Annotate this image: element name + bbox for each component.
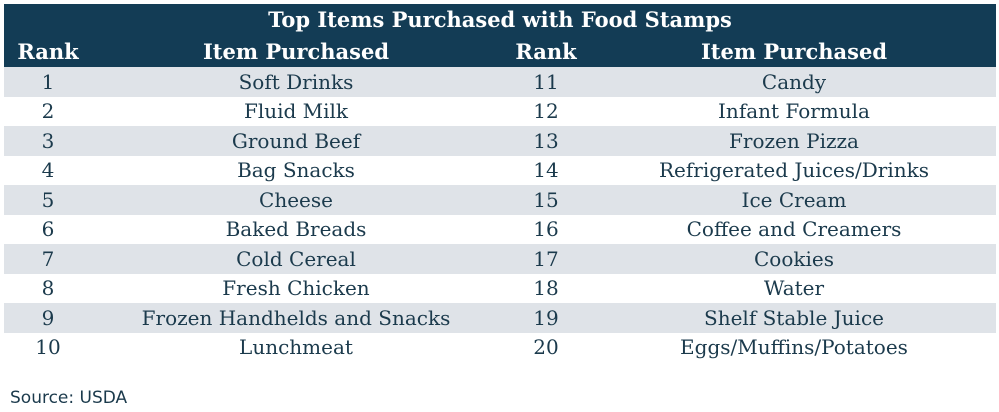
item-cell: Cheese <box>259 187 333 212</box>
item-cell: Coffee and Creamers <box>686 217 902 242</box>
item-cell: Shelf Stable Juice <box>704 305 884 330</box>
rank-cell: 8 <box>41 276 55 301</box>
table-row: 2 Fluid Milk 12 Infant Formula <box>4 97 996 127</box>
rank-cell: 17 <box>533 246 559 271</box>
rank-cell: 4 <box>41 158 55 183</box>
item-cell: Infant Formula <box>718 99 870 124</box>
rank-cell: 12 <box>533 99 559 124</box>
item-cell: Candy <box>761 69 827 94</box>
item-cell: Cold Cereal <box>236 246 356 271</box>
rank-cell: 6 <box>41 217 55 242</box>
table-row: 9 Frozen Handhelds and Snacks 19 Shelf Stab… <box>4 303 996 333</box>
column-header-item-1: Item Purchased <box>202 39 390 64</box>
item-cell: Fluid Milk <box>243 99 349 124</box>
rank-cell: 1 <box>41 69 55 94</box>
item-cell: Soft Drinks <box>238 69 354 94</box>
header-row: Rank Item Purchased Rank Item Purchased <box>4 36 996 67</box>
rank-cell: 18 <box>533 276 559 301</box>
rank-cell: 14 <box>533 158 559 183</box>
rank-cell: 15 <box>533 187 559 212</box>
item-cell: Eggs/Muffins/Potatoes <box>680 335 908 360</box>
rank-cell: 20 <box>533 335 559 360</box>
rank-cell: 11 <box>533 69 559 94</box>
column-header-rank-1: Rank <box>17 39 79 64</box>
item-cell: Frozen Pizza <box>729 128 859 153</box>
item-cell: Cookies <box>754 246 834 271</box>
rank-cell: 2 <box>41 99 55 124</box>
rank-cell: 10 <box>35 335 61 360</box>
item-cell: Fresh Chicken <box>222 276 370 301</box>
rank-cell: 7 <box>41 246 55 271</box>
item-cell: Ice Cream <box>741 187 847 212</box>
table-row: 10 Lunchmeat 20 Eggs/Muffins/Potatoes <box>4 333 996 363</box>
table-row: 7 Cold Cereal 17 Cookies <box>4 244 996 274</box>
rank-cell: 5 <box>41 187 55 212</box>
table-title: Top Items Purchased with Food Stamps <box>4 4 996 36</box>
item-cell: Baked Breads <box>225 217 367 242</box>
column-header-item-2: Item Purchased <box>700 39 888 64</box>
item-cell: Bag Snacks <box>237 158 355 183</box>
table-row: 1 Soft Drinks 11 Candy <box>4 67 996 97</box>
item-cell: Water <box>763 276 825 301</box>
item-cell: Lunchmeat <box>239 335 353 360</box>
column-header-rank-2: Rank <box>515 39 577 64</box>
item-cell: Refrigerated Juices/Drinks <box>659 158 929 183</box>
table-row: 8 Fresh Chicken 18 Water <box>4 274 996 304</box>
rank-cell: 19 <box>533 305 559 330</box>
table-row: 4 Bag Snacks 14 Refrigerated Juices/Drinks <box>4 156 996 186</box>
rank-cell: 16 <box>533 217 559 242</box>
item-cell: Ground Beef <box>231 128 361 153</box>
table-row: 5 Cheese 15 Ice Cream <box>4 185 996 215</box>
rank-cell: 13 <box>533 128 559 153</box>
item-cell: Frozen Handhelds and Snacks <box>141 305 451 330</box>
source-note: Source: USDA <box>10 388 128 408</box>
rank-cell: 9 <box>41 305 55 330</box>
table-body: 1 Soft Drinks 11 Candy 2 Fluid Milk 12 Infant F… <box>4 67 996 362</box>
table-row: 6 Baked Breads 16 Coffee and Creamers <box>4 215 996 245</box>
rank-cell: 3 <box>41 128 55 153</box>
food-stamps-table: Top Items Purchased with Food Stamps Ran… <box>4 4 996 362</box>
table-row: 3 Ground Beef 13 Frozen Pizza <box>4 126 996 156</box>
